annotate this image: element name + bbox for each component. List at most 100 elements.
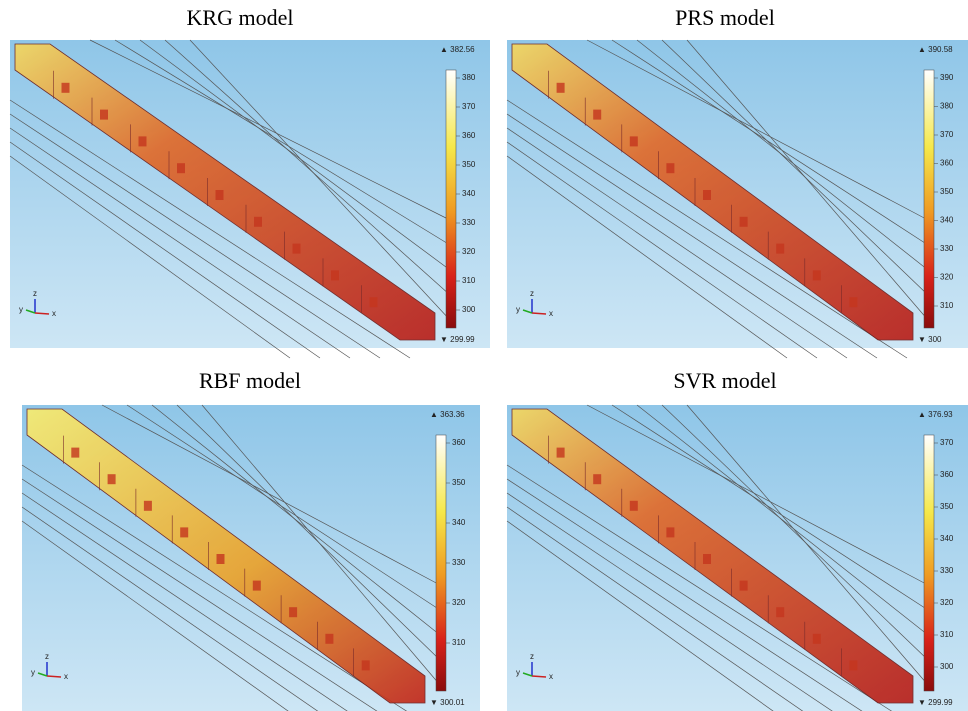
axis-label: x [549, 672, 553, 681]
min-label: ▼ 300.01 [430, 698, 465, 707]
max-label: ▲ 363.36 [430, 410, 465, 419]
heat-source [739, 216, 748, 227]
axis-y [522, 672, 533, 677]
heat-source [215, 190, 224, 200]
colorbar-tick-label: 350 [452, 478, 466, 487]
colorbar-tick-label: 330 [940, 244, 954, 253]
heat-source [61, 82, 70, 93]
colorbar-tick-label: 350 [940, 502, 954, 511]
heat-source [556, 447, 565, 458]
frame-line [21, 506, 319, 711]
frame-line [586, 39, 929, 221]
max-label: ▲ 390.58 [918, 45, 953, 54]
axis-label: z [530, 289, 534, 298]
frame-line [506, 520, 774, 711]
colorbar [923, 434, 935, 692]
colorbar-tick-label: 330 [940, 566, 954, 575]
frame-line [686, 404, 929, 686]
heated-channel [14, 43, 436, 341]
heat-source [812, 633, 821, 644]
frame-line [201, 404, 441, 686]
heat-source [849, 297, 858, 308]
frame-line [506, 99, 908, 359]
heat-source [216, 554, 225, 564]
colorbar [435, 434, 447, 692]
panel-title: KRG model [187, 5, 294, 30]
colorbar-tick-label: 390 [940, 73, 954, 82]
frame-line [661, 404, 929, 661]
heat-source [254, 216, 262, 227]
max-label: ▲ 376.93 [918, 410, 953, 419]
heat-source [666, 163, 675, 174]
colorbar-tick-label: 330 [462, 218, 476, 227]
frame-line [611, 39, 929, 246]
frame-line [89, 39, 451, 221]
min-label: ▼ 300 [918, 335, 942, 344]
frame-line [506, 113, 878, 359]
heat-source [138, 136, 147, 147]
heat-source [593, 474, 602, 485]
heat-source [325, 633, 334, 644]
heated-channel [511, 43, 914, 341]
min-label: ▼ 299.99 [440, 335, 475, 344]
colorbar-tick-label: 320 [452, 598, 466, 607]
frame-line [586, 404, 929, 586]
frame-line [686, 39, 929, 321]
frame-line [189, 39, 451, 321]
colorbar-tick-label: 380 [940, 102, 954, 111]
colorbar-tick-label: 340 [940, 534, 954, 543]
heat-source [143, 500, 152, 511]
frame-line [506, 506, 804, 711]
axis-label: x [549, 309, 553, 318]
heated-channel [26, 408, 426, 704]
colorbar-tick-label: 330 [452, 558, 466, 567]
colorbar-tick-label: 320 [940, 273, 954, 282]
heat-source [556, 82, 565, 93]
frame-line [21, 520, 289, 711]
axis-x [531, 312, 547, 315]
heat-source [107, 474, 116, 485]
heat-source [629, 136, 638, 147]
panel-title: SVR model [673, 368, 776, 393]
frame-line [164, 39, 451, 296]
heat-source [666, 527, 675, 538]
heat-source [289, 607, 298, 618]
frame-line [21, 464, 408, 711]
heat-source [629, 500, 638, 511]
colorbar-tick-label: 370 [940, 130, 954, 139]
min-label: ▼ 299.99 [918, 698, 953, 707]
colorbar-tick-label: 360 [452, 438, 466, 447]
frame-line [114, 39, 451, 246]
colorbar-tick-label: 310 [462, 276, 476, 285]
heat-source [369, 297, 378, 308]
frame-line [21, 492, 348, 711]
axis-label: x [52, 309, 56, 318]
frame-line [506, 141, 818, 359]
axis-x [46, 675, 62, 678]
colorbar-tick-label: 300 [940, 662, 954, 671]
colorbar [445, 69, 457, 329]
panel: ▲ 376.93 ▼ 299.99 370 360 350 340 330 320 310 300… [506, 404, 968, 711]
panel: ▲ 390.58 ▼ 300 390 380 370 360 350 340 330 320 310… [506, 39, 968, 359]
axis-label: y [19, 305, 23, 314]
frame-line [101, 404, 441, 586]
colorbar-tick-label: 370 [462, 102, 476, 111]
colorbar-tick-label: 340 [462, 189, 476, 198]
frame-line [506, 155, 788, 359]
frame-line [636, 404, 929, 636]
frame-line [9, 127, 351, 359]
frame-line [506, 464, 893, 711]
heat-source [776, 607, 785, 618]
colorbar-tick-label: 340 [940, 216, 954, 225]
colorbar-tick-label: 310 [452, 638, 466, 647]
colorbar [923, 69, 935, 329]
heat-source [703, 554, 711, 564]
heat-source [71, 447, 80, 458]
frame-line [126, 404, 441, 611]
axis-x [531, 675, 547, 678]
colorbar-tick-label: 360 [462, 131, 476, 140]
colorbar-tick-label: 320 [940, 598, 954, 607]
axis-label: z [33, 289, 37, 298]
colorbar-tick-label: 380 [462, 73, 476, 82]
